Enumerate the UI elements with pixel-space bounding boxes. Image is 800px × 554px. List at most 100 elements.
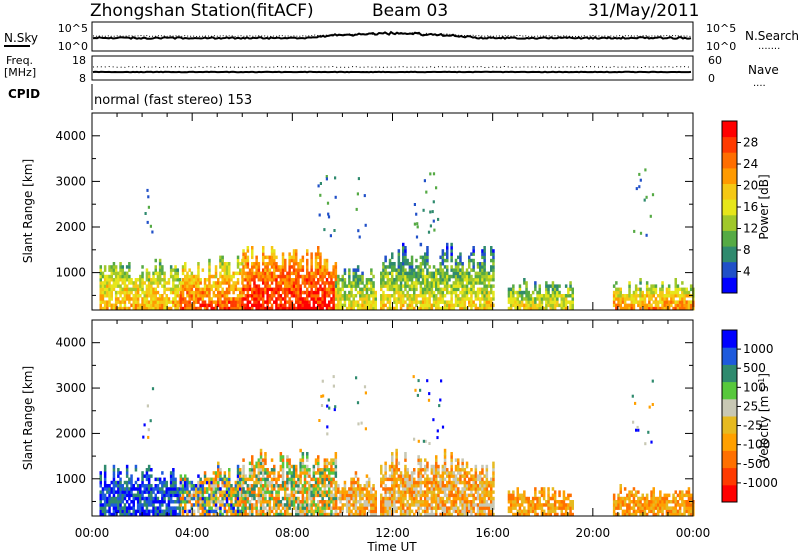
echo-cell: [242, 303, 245, 308]
echo-cell: [232, 271, 235, 276]
echo-cell: [203, 306, 207, 311]
echo-cell: [676, 284, 680, 288]
echo-cell: [286, 493, 289, 498]
echo-cell: [266, 300, 269, 304]
echo-cell: [395, 455, 398, 459]
echo-cell: [672, 297, 675, 301]
echo-cell: [492, 500, 495, 504]
echo-cell: [549, 297, 552, 301]
echo-cell: [264, 493, 267, 498]
echo-cell: [516, 290, 519, 295]
echo-cell: [306, 455, 309, 459]
echo-cell: [408, 509, 412, 514]
echo-cell: [139, 490, 142, 494]
echo-cell: [101, 294, 105, 298]
echo-cell: [490, 509, 493, 514]
echo-cell: [264, 480, 267, 485]
echo-cell: [410, 278, 414, 282]
echo-cell: [117, 284, 120, 288]
echo-cell: [143, 512, 146, 517]
echo-cell: [408, 487, 412, 491]
echo-cell: [670, 297, 673, 301]
echo-cell: [463, 477, 467, 482]
echo-cell: [393, 281, 396, 285]
echo-cell: [251, 496, 254, 501]
echo-cell: [246, 500, 250, 504]
echo-cell: [123, 278, 127, 282]
echo-cell: [308, 281, 311, 285]
echo-cell: [397, 496, 401, 501]
echo-cell: [487, 278, 491, 282]
echo-cell: [197, 274, 200, 279]
echo-cell: [343, 503, 347, 507]
echo-cell: [147, 474, 151, 478]
echo-cell: [161, 471, 164, 475]
echo-cell: [257, 512, 261, 517]
echo-cell: [214, 477, 218, 482]
echo-cell: [370, 278, 373, 282]
echo-cell: [308, 487, 311, 491]
echo-cell: [479, 493, 482, 498]
echo-cell: [540, 303, 544, 308]
echo-cell: [632, 290, 636, 295]
echo-cell: [172, 297, 175, 301]
echo-cell: [208, 477, 211, 482]
echo-cell: [384, 294, 387, 298]
echo-cell: [308, 303, 311, 308]
echo-cell: [114, 268, 118, 272]
echo-cell: [463, 487, 467, 491]
echo-cell: [236, 255, 240, 260]
echo-cell: [251, 484, 254, 488]
echo-cell: [382, 306, 385, 311]
echo-cell: [128, 281, 131, 285]
echo-cell: [408, 274, 412, 279]
echo-cell: [321, 474, 324, 478]
echo-cell: [145, 509, 149, 514]
echo-cell: [461, 500, 464, 504]
echo-cell: [558, 294, 561, 298]
echo-cell: [470, 252, 473, 256]
echo-cell: [424, 290, 427, 295]
echo-cell: [457, 297, 460, 301]
echo-cell: [325, 175, 328, 178]
echo-cell: [481, 306, 484, 311]
echo-cell: [143, 281, 146, 285]
echo-cell: [217, 471, 220, 475]
echo-cell: [110, 503, 113, 507]
echo-cell: [359, 484, 362, 488]
echo-cell: [214, 503, 218, 507]
echo-cell: [106, 490, 109, 494]
echo-cell: [106, 278, 109, 282]
echo-cell: [463, 287, 467, 292]
echo-cell: [323, 274, 327, 279]
echo-cell: [195, 500, 198, 504]
echo-cell: [214, 474, 218, 478]
echo-cell: [110, 306, 113, 311]
echo-cell: [323, 471, 327, 475]
echo-cell: [474, 490, 478, 494]
echo-cell: [461, 271, 464, 276]
echo-cell: [553, 290, 557, 295]
echo-cell: [393, 306, 396, 311]
echo-cell: [446, 255, 449, 260]
echo-cell: [415, 287, 418, 292]
echo-cell: [341, 284, 344, 288]
echo-cell: [314, 300, 318, 304]
echo-cell: [119, 506, 122, 510]
echo-cell: [230, 306, 233, 311]
echo-cell: [121, 512, 124, 517]
echo-cell: [219, 255, 222, 260]
echo-cell: [268, 506, 272, 510]
echo-cell: [485, 471, 489, 475]
echo-cell: [393, 297, 396, 301]
echo-cell: [286, 281, 289, 285]
echo-cell: [323, 228, 326, 232]
echo-cell: [244, 490, 247, 494]
echo-cell: [345, 500, 349, 504]
echo-cell: [419, 461, 423, 466]
echo-cell: [201, 487, 205, 491]
echo-cell: [273, 300, 276, 304]
echo-cell: [112, 490, 116, 494]
echo-cell: [399, 278, 403, 282]
echo-cell: [430, 493, 434, 498]
